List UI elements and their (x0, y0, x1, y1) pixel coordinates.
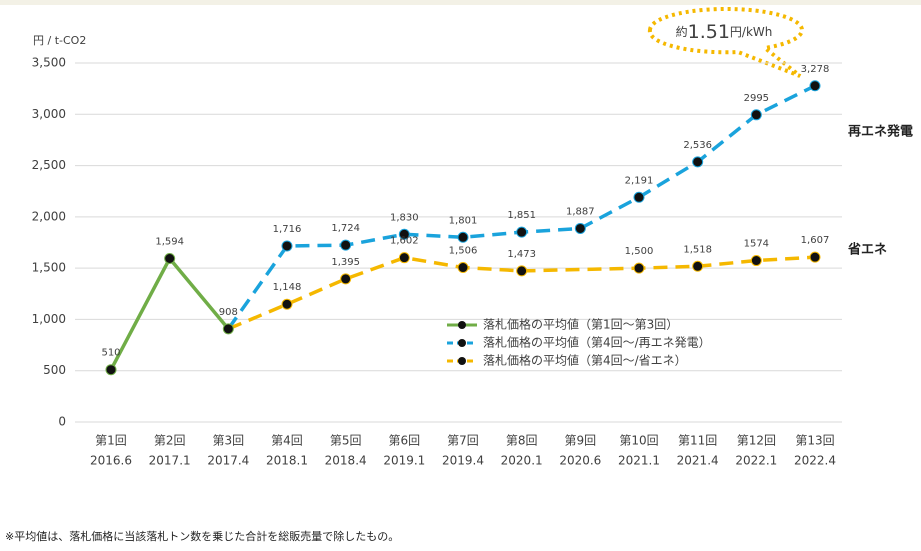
x-tick-date: 2021.1 (618, 454, 660, 468)
legend-marker (458, 339, 466, 347)
callout-prefix: 約 (676, 24, 688, 39)
x-tick-date: 2016.6 (90, 454, 132, 468)
value-label: 1,518 (683, 244, 712, 255)
y-unit: 円 / t-CO2 (33, 34, 86, 47)
value-label: 1,500 (625, 246, 654, 257)
callout-number: 1.51 (688, 21, 730, 43)
x-tick-date: 2018.1 (266, 454, 308, 468)
value-label: 1,887 (566, 206, 595, 217)
value-label: 908 (219, 307, 238, 318)
marker (633, 262, 645, 274)
y-tick-label: 0 (58, 415, 66, 429)
x-tick-date: 2021.4 (677, 454, 719, 468)
value-label: 1,594 (155, 237, 184, 248)
marker (750, 255, 762, 267)
marker (516, 226, 528, 238)
x-tick-date: 2019.4 (442, 454, 484, 468)
value-label: 1,506 (449, 246, 478, 257)
legend-label: 落札価格の平均値（第1回～第3回） (483, 317, 678, 332)
top-band (0, 0, 921, 5)
marker (516, 265, 528, 277)
y-tick-label: 2,500 (32, 158, 66, 172)
x-tick-label: 第8回 (506, 434, 538, 448)
y-tick-label: 500 (43, 363, 66, 377)
y-tick-label: 1,500 (32, 261, 66, 275)
marker (222, 323, 234, 335)
x-tick-label: 第13回 (795, 434, 834, 448)
value-label: 3,278 (801, 64, 830, 75)
value-label: 1,724 (331, 223, 360, 234)
value-label: 1,148 (273, 282, 302, 293)
end-label: 再エネ発電 (848, 124, 913, 140)
x-tick-label: 第1回 (95, 434, 127, 448)
marker (692, 260, 704, 272)
x-tick-label: 第10回 (619, 434, 658, 448)
footnote: ※平均値は、落札価格に当該落札トン数を乗じた合計を総販売量で除したもの。 (5, 529, 399, 543)
x-tick-date: 2017.4 (207, 454, 249, 468)
callout: 約1.51円/kWh (676, 21, 773, 43)
marker (809, 251, 821, 263)
value-label: 1,830 (390, 212, 419, 223)
x-tick-date: 2020.1 (501, 454, 543, 468)
x-tick-label: 第3回 (213, 434, 245, 448)
callout-suffix: 円/kWh (730, 25, 772, 39)
marker (692, 156, 704, 168)
value-label: 2995 (744, 93, 769, 104)
x-tick-label: 第4回 (271, 434, 303, 448)
legend-label: 落札価格の平均値（第4回～/省エネ） (483, 353, 687, 368)
y-tick-label: 2,000 (32, 209, 66, 223)
x-tick-label: 第2回 (154, 434, 186, 448)
x-tick-date: 2017.1 (149, 454, 191, 468)
marker (633, 191, 645, 203)
value-label: 1,607 (801, 235, 830, 246)
marker (340, 239, 352, 251)
marker (164, 253, 176, 265)
legend-label: 落札価格の平均値（第4回～/再エネ発電） (483, 335, 711, 350)
x-tick-label: 第5回 (330, 434, 362, 448)
legend-marker (458, 321, 466, 329)
value-label: 1,473 (507, 249, 536, 260)
marker (281, 298, 293, 310)
x-tick-label: 第12回 (737, 434, 776, 448)
x-tick-date: 2019.1 (383, 454, 425, 468)
marker (809, 80, 821, 92)
legend-marker (458, 357, 466, 365)
marker (750, 109, 762, 121)
marker (105, 364, 117, 376)
end-label: 省エネ (847, 242, 887, 258)
marker (281, 240, 293, 252)
value-label: 1,716 (273, 224, 302, 235)
x-tick-label: 第9回 (565, 434, 597, 448)
marker (340, 273, 352, 285)
value-label: 1574 (744, 239, 769, 250)
x-tick-label: 第11回 (678, 434, 717, 448)
value-label: 1,851 (507, 210, 536, 221)
marker (457, 262, 469, 274)
value-label: 2,191 (625, 175, 654, 186)
x-tick-date: 2022.4 (794, 454, 836, 468)
value-label: 1,395 (331, 257, 360, 268)
marker (398, 228, 410, 240)
x-tick-label: 第7回 (447, 434, 479, 448)
x-tick-date: 2022.1 (735, 454, 777, 468)
callout-bubble (647, 6, 804, 78)
x-tick-label: 第6回 (389, 434, 421, 448)
value-label: 1,801 (449, 215, 478, 226)
marker (457, 231, 469, 243)
y-tick-label: 3,000 (32, 107, 66, 121)
value-label: 1,602 (390, 236, 419, 247)
y-tick-label: 3,500 (32, 56, 66, 70)
x-tick-date: 2020.6 (559, 454, 601, 468)
value-label: 2,536 (683, 140, 712, 151)
y-tick-label: 1,000 (32, 312, 66, 326)
marker (574, 222, 586, 234)
x-tick-date: 2018.4 (325, 454, 367, 468)
series-line (109, 255, 230, 371)
value-label: 510 (101, 348, 120, 359)
marker (398, 252, 410, 264)
